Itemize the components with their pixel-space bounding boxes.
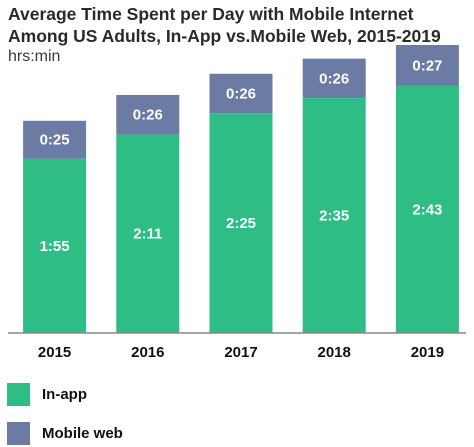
bar-mobile-web-2016: [116, 95, 180, 135]
legend-label-mobile-web: Mobile web: [42, 425, 123, 442]
data-label-in-app-2016: 2:11: [133, 226, 162, 243]
bar-in-app-2018: [302, 98, 366, 333]
x-axis-ticks: 2015 2016 2017 2018 2019: [38, 344, 444, 361]
bar-in-app-2015: [23, 158, 87, 333]
legend-label-in-app: In-app: [42, 386, 87, 403]
x-tick-label-2015: 2015: [38, 344, 71, 361]
bar-in-app-2016: [116, 134, 180, 333]
bar-mobile-web-2015: [23, 120, 87, 159]
bar-in-app-2019: [395, 85, 459, 334]
x-tick-label-2017: 2017: [224, 344, 257, 361]
data-label-in-app-2015: 1:55: [40, 238, 70, 255]
data-label-mobile-web-2017: 0:26: [226, 86, 256, 103]
data-label-in-app-2019: 2:43: [412, 202, 442, 219]
x-tick-label-2018: 2018: [318, 344, 351, 361]
bar-in-app-2017: [209, 113, 273, 333]
legend-swatch-mobile-web: [7, 422, 30, 445]
x-tick-label-2016: 2016: [131, 344, 164, 361]
data-label-mobile-web-2019: 0:27: [412, 58, 442, 75]
bar-mobile-web-2017: [209, 73, 273, 114]
bar-mobile-web-2019: [395, 45, 459, 86]
x-tick-label-2019: 2019: [411, 344, 444, 361]
data-label-mobile-web-2016: 0:26: [133, 107, 163, 124]
legend-item-in-app: In-app: [7, 383, 87, 406]
bars-group: 1:55 0:25 2:11 0:26 2:25 0:26 2:35 0:26 2:43 0:27: [23, 45, 459, 334]
data-label-mobile-web-2015: 0:25: [40, 132, 70, 149]
data-label-in-app-2017: 2:25: [226, 215, 256, 232]
data-label-in-app-2018: 2:35: [319, 208, 349, 225]
bar-mobile-web-2018: [302, 58, 366, 98]
legend-swatch-in-app: [7, 383, 30, 406]
data-label-mobile-web-2018: 0:26: [319, 70, 349, 87]
chart-subtitle: hrs:min: [8, 48, 61, 65]
chart-title: Average Time Spent per Day with Mobile I…: [8, 4, 441, 46]
legend-item-mobile-web: Mobile web: [7, 422, 123, 445]
